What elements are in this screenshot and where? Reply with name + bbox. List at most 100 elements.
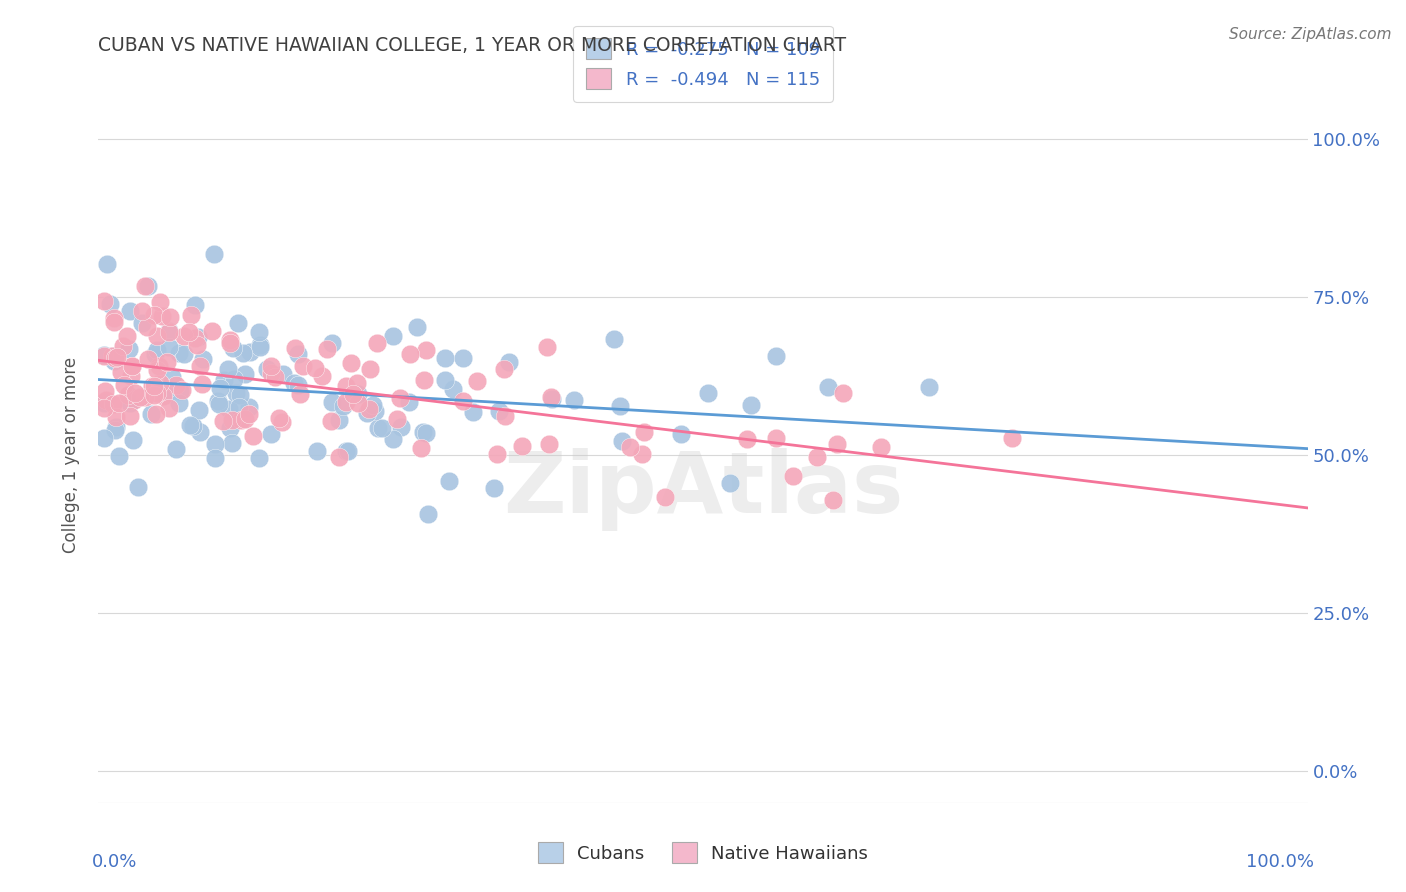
Point: [290, 387, 312, 401]
Point: [118, 304, 141, 318]
Point: [346, 387, 368, 401]
Text: CUBAN VS NATIVE HAWAIIAN COLLEGE, 1 YEAR OR MORE CORRELATION CHART: CUBAN VS NATIVE HAWAIIAN COLLEGE, 1 YEAR…: [98, 36, 846, 54]
Point: [167, 395, 190, 409]
Point: [134, 278, 156, 293]
Point: [817, 380, 839, 394]
Point: [451, 393, 474, 408]
Point: [765, 430, 787, 444]
Point: [287, 346, 309, 360]
Point: [321, 394, 343, 409]
Point: [233, 412, 256, 426]
Point: [412, 425, 434, 439]
Point: [107, 395, 129, 409]
Point: [177, 326, 200, 340]
Point: [735, 432, 758, 446]
Point: [134, 391, 156, 405]
Point: [103, 354, 125, 368]
Point: [152, 389, 174, 403]
Point: [260, 426, 283, 441]
Point: [631, 447, 654, 461]
Point: [120, 409, 142, 423]
Point: [918, 380, 941, 394]
Point: [217, 361, 239, 376]
Point: [146, 363, 169, 377]
Point: [136, 352, 159, 367]
Point: [218, 421, 240, 435]
Point: [157, 325, 180, 339]
Point: [382, 329, 405, 343]
Point: [270, 415, 292, 429]
Point: [221, 436, 243, 450]
Point: [492, 362, 515, 376]
Point: [831, 386, 853, 401]
Point: [112, 378, 135, 392]
Point: [609, 399, 631, 413]
Point: [249, 450, 271, 465]
Point: [821, 492, 844, 507]
Point: [127, 480, 149, 494]
Point: [367, 421, 389, 435]
Point: [145, 347, 167, 361]
Point: [93, 348, 115, 362]
Point: [141, 379, 163, 393]
Point: [870, 440, 893, 454]
Point: [498, 355, 520, 369]
Point: [104, 409, 127, 424]
Point: [371, 421, 394, 435]
Point: [366, 335, 388, 350]
Point: [321, 335, 343, 350]
Point: [249, 338, 271, 352]
Point: [363, 397, 385, 411]
Point: [696, 386, 718, 401]
Point: [94, 384, 117, 398]
Point: [307, 444, 329, 458]
Point: [451, 351, 474, 365]
Point: [173, 329, 195, 343]
Point: [385, 412, 408, 426]
Point: [93, 396, 115, 410]
Point: [316, 343, 339, 357]
Point: [103, 311, 125, 326]
Point: [228, 387, 250, 401]
Point: [155, 388, 177, 402]
Point: [101, 397, 124, 411]
Point: [191, 351, 214, 366]
Point: [165, 442, 187, 456]
Point: [142, 387, 165, 401]
Point: [359, 401, 381, 416]
Point: [465, 374, 488, 388]
Point: [208, 381, 231, 395]
Point: [129, 390, 152, 404]
Point: [364, 404, 387, 418]
Point: [249, 340, 271, 354]
Point: [146, 386, 169, 401]
Point: [229, 413, 252, 427]
Point: [108, 450, 131, 464]
Point: [238, 407, 260, 421]
Point: [603, 332, 626, 346]
Point: [187, 330, 209, 344]
Point: [398, 347, 420, 361]
Point: [157, 325, 180, 339]
Point: [93, 294, 115, 309]
Point: [121, 359, 143, 373]
Point: [93, 431, 115, 445]
Point: [669, 427, 692, 442]
Point: [136, 279, 159, 293]
Point: [162, 370, 184, 384]
Point: [488, 403, 510, 417]
Point: [136, 320, 159, 334]
Point: [319, 414, 342, 428]
Point: [346, 376, 368, 390]
Point: [536, 340, 558, 354]
Point: [212, 373, 235, 387]
Point: [143, 308, 166, 322]
Point: [463, 405, 485, 419]
Point: [105, 350, 128, 364]
Point: [339, 356, 361, 370]
Point: [93, 349, 115, 363]
Point: [221, 412, 243, 426]
Point: [100, 349, 122, 363]
Point: [238, 401, 260, 415]
Point: [619, 440, 641, 454]
